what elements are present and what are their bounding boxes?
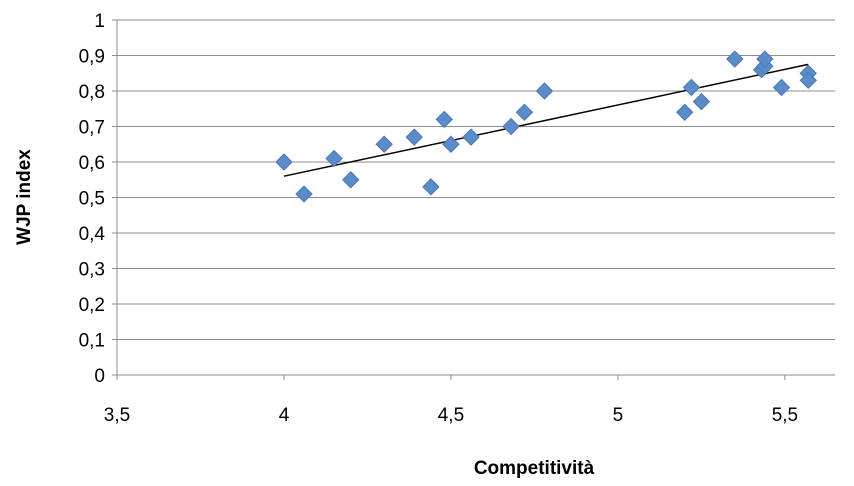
y-tick-label: 0,2 [79, 295, 105, 316]
y-tick-label: 0,1 [79, 331, 105, 352]
data-point [772, 78, 791, 97]
tick-labels: 0 0,1 0,2 0,3 0,4 0,5 0,6 0,7 0,8 0,9 1 3,5 4 4,5 5 5,5 [79, 11, 799, 426]
data-point [726, 50, 744, 68]
data-point [435, 110, 453, 129]
x-tick-label: 5,5 [772, 405, 798, 426]
x-tick-label: 4 [279, 405, 290, 426]
x-axis-title: Competitività [474, 458, 595, 479]
x-tick-label: 3,5 [104, 405, 130, 426]
trendline-group [283, 63, 809, 177]
data-point [515, 103, 534, 122]
axes [112, 19, 835, 380]
data-point [692, 92, 711, 111]
data-points [275, 50, 817, 203]
trendline [283, 63, 809, 177]
y-tick-label: 0,9 [79, 47, 105, 68]
y-tick-label: 0,6 [79, 153, 105, 174]
data-point [325, 149, 343, 168]
data-point [405, 128, 423, 146]
data-point [275, 153, 293, 171]
y-tick-label: 0,4 [79, 224, 106, 245]
gridlines [117, 19, 835, 340]
x-tick-label: 5 [613, 405, 624, 426]
y-tick-label: 1 [94, 11, 105, 32]
data-point [462, 128, 480, 146]
data-point [375, 135, 393, 153]
y-axis-title: WJP index [14, 149, 35, 245]
y-tick-label: 0 [94, 366, 105, 387]
data-point [535, 82, 554, 100]
data-point [422, 178, 440, 196]
data-point [502, 117, 520, 136]
data-point [295, 185, 313, 203]
data-point [756, 50, 774, 68]
y-tick-label: 0,7 [79, 118, 105, 139]
data-point [799, 71, 817, 90]
data-point [682, 78, 701, 97]
data-point [442, 135, 460, 153]
data-point [676, 103, 694, 122]
y-tick-label: 0,3 [79, 260, 105, 281]
x-tick-label: 4,5 [438, 405, 464, 426]
data-point [342, 171, 360, 189]
y-tick-label: 0,5 [79, 189, 105, 210]
y-tick-label: 0,8 [79, 82, 105, 103]
